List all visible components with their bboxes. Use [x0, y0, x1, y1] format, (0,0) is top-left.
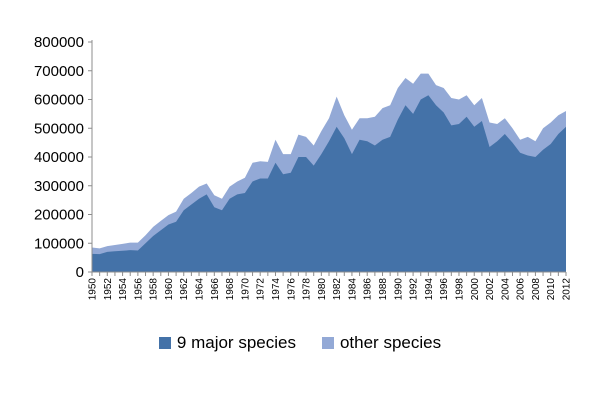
y-tick-label: 200000 [34, 207, 84, 224]
area-series-9-major-species [92, 95, 566, 272]
x-tick-label: 2010 [546, 278, 557, 301]
x-tick-label: 1980 [317, 278, 328, 301]
x-tick-label: 1962 [179, 278, 190, 301]
x-tick-label: 1958 [149, 278, 160, 301]
x-tick-label: 1954 [118, 278, 129, 301]
x-tick-label: 1950 [88, 278, 99, 301]
x-tick-label: 1976 [286, 278, 297, 301]
x-tick-label: 1978 [302, 278, 313, 301]
legend-swatch-other [321, 337, 334, 349]
x-tick-label: 1998 [454, 278, 465, 301]
x-tick-label: 1964 [195, 278, 206, 301]
legend-label-major: 9 major species [176, 333, 296, 352]
x-tick-label: 1968 [225, 278, 236, 301]
x-tick-label: 2006 [516, 278, 527, 301]
x-tick-label: 1984 [347, 278, 358, 301]
x-tick-label: 2008 [531, 278, 542, 301]
x-tick-label: 1986 [363, 278, 374, 301]
x-tick-label: 1994 [424, 278, 435, 301]
x-tick-label: 1988 [378, 278, 389, 301]
legend-swatch-major [158, 337, 171, 349]
x-tick-label: 1992 [409, 278, 420, 301]
legend-label-other: other species [339, 333, 442, 352]
legend-item-other: other species [321, 333, 442, 353]
x-tick-label: 1972 [256, 278, 267, 301]
y-tick-label: 0 [76, 264, 84, 281]
y-tick-label: 100000 [34, 235, 84, 252]
x-tick-label: 1970 [240, 278, 251, 301]
x-tick-label: 1990 [393, 278, 404, 301]
x-tick-label: 2000 [470, 278, 481, 301]
x-tick-label: 1996 [439, 278, 450, 301]
y-tick-label: 400000 [34, 149, 84, 166]
x-tick-label: 2004 [500, 278, 511, 301]
x-tick-label: 1952 [103, 278, 114, 301]
legend-item-major: 9 major species [158, 333, 296, 353]
x-tick-label: 1956 [133, 278, 144, 301]
y-tick-label: 300000 [34, 178, 84, 195]
x-tick-label: 2002 [485, 278, 496, 301]
x-tick-label: 2012 [562, 278, 573, 301]
y-tick-label: 800000 [34, 34, 84, 51]
legend: 9 major species other species [0, 333, 600, 353]
area-chart: 0 100000 200000 300000 400000 500000 600000 700… [34, 34, 573, 301]
x-tick-label: 1960 [164, 278, 175, 301]
x-tick-label: 1982 [332, 278, 343, 301]
y-tick-label: 600000 [34, 92, 84, 109]
y-tick-label: 500000 [34, 120, 84, 137]
y-tick-label: 700000 [34, 63, 84, 80]
x-tick-label: 1966 [210, 278, 221, 301]
x-tick-label: 1974 [271, 278, 282, 301]
